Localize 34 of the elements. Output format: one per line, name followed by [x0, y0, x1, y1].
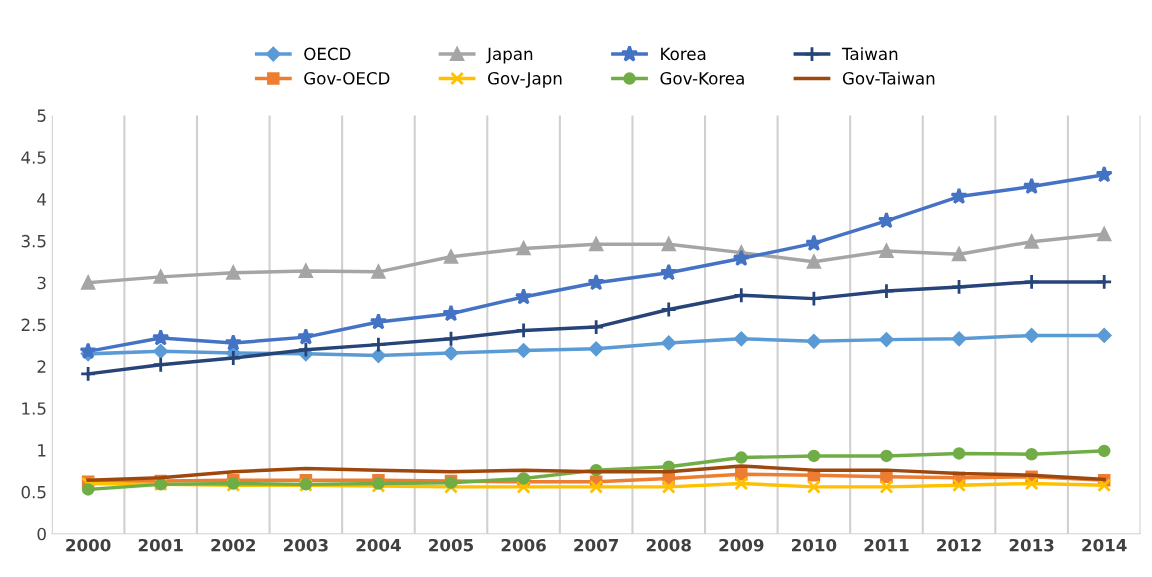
y-tick-label: 1 [38, 444, 46, 457]
legend-label: Japan [486, 47, 533, 64]
legend-label: Gov-Japn [488, 72, 562, 88]
x-tick-label: 2000 [66, 538, 111, 552]
x-tick-label: 2009 [719, 538, 764, 552]
y-tick-label: 4.5 [21, 151, 46, 164]
legend-label: Taiwan [841, 47, 898, 61]
x-tick-label: 2010 [792, 538, 837, 552]
x-tick-label: 2011 [864, 538, 909, 552]
x-tick-label: 2013 [1009, 538, 1054, 552]
x-tick-label: 2012 [937, 538, 981, 552]
y-tick-label: 3.5 [21, 234, 46, 248]
x-tick-label: 2006 [501, 538, 546, 552]
y-tick-label: 0 [37, 527, 46, 541]
legend-label: Gov-Taiwan [842, 71, 935, 85]
y-tick-label: 2 [37, 360, 46, 373]
x-tick-label: 2014 [1082, 538, 1127, 552]
x-tick-label: 2002 [211, 538, 256, 552]
legend-label: Korea [661, 47, 706, 61]
x-tick-label: 2004 [356, 538, 401, 552]
legend-label: Gov-Korea [660, 72, 744, 85]
x-tick-label: 2001 [138, 538, 183, 552]
legend-label: Gov-OECD [304, 72, 390, 85]
x-tick-label: 2007 [574, 538, 619, 552]
y-tick-label: 1.5 [22, 402, 46, 415]
y-tick-label: 0.5 [21, 485, 46, 499]
y-tick-label: 5 [37, 109, 46, 122]
y-tick-label: 4 [37, 193, 47, 206]
x-tick-label: 2005 [429, 538, 474, 552]
legend-label: OECD [304, 47, 351, 61]
x-tick-label: 2003 [283, 538, 328, 552]
y-tick-label: 2.5 [21, 318, 46, 332]
x-tick-label: 2008 [646, 538, 691, 552]
y-tick-label: 3 [37, 276, 46, 290]
